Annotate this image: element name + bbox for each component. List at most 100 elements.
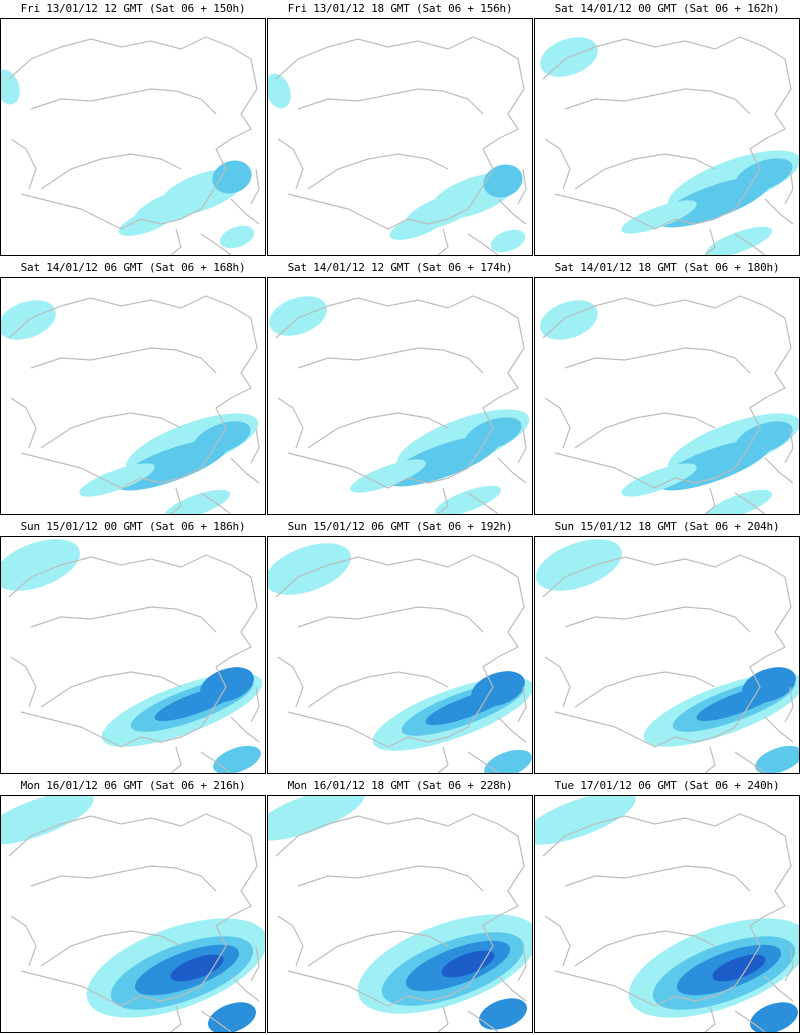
coastline-border bbox=[574, 930, 716, 967]
coastline-border bbox=[297, 88, 484, 115]
precip-area bbox=[484, 749, 532, 773]
precip-map bbox=[0, 536, 266, 774]
forecast-panel: Sun 15/01/12 06 GMT (Sat 06 + 192h) bbox=[267, 518, 533, 776]
panel-title: Mon 16/01/12 06 GMT (Sat 06 + 216h) bbox=[20, 779, 246, 792]
coastline-border bbox=[554, 970, 696, 1007]
coastline-border bbox=[287, 193, 429, 230]
precip-area bbox=[213, 745, 261, 773]
coastline-border bbox=[275, 813, 525, 1002]
panel-title: Sat 14/01/12 18 GMT (Sat 06 + 180h) bbox=[554, 261, 780, 274]
coastline-border bbox=[437, 746, 449, 773]
precip-area bbox=[269, 296, 327, 336]
precip-area bbox=[193, 421, 251, 455]
forecast-panel: Mon 16/01/12 06 GMT (Sat 06 + 216h) bbox=[0, 777, 266, 1035]
precip-area bbox=[268, 543, 351, 595]
forecast-panel: Sat 14/01/12 12 GMT (Sat 06 + 174h) bbox=[267, 259, 533, 517]
coastline-border bbox=[564, 88, 751, 115]
coastline-border bbox=[307, 412, 449, 449]
coastline-border bbox=[307, 671, 449, 708]
precip-area bbox=[621, 200, 697, 234]
coastline-border bbox=[497, 716, 527, 743]
precip-map-svg bbox=[268, 543, 532, 773]
coastline-border bbox=[170, 746, 182, 773]
precip-map-svg bbox=[269, 295, 530, 514]
coastline-border bbox=[170, 1005, 182, 1032]
precip-area bbox=[750, 1002, 798, 1032]
precip-area bbox=[483, 164, 523, 198]
coastline-border bbox=[554, 711, 696, 748]
coastline-border bbox=[20, 711, 162, 748]
coastline-border bbox=[200, 1010, 232, 1032]
coastline-border bbox=[574, 153, 716, 190]
coastline-border bbox=[467, 751, 499, 773]
coastline-border bbox=[307, 930, 449, 967]
precip-map bbox=[534, 277, 800, 515]
coastline-border bbox=[784, 427, 794, 464]
precip-area bbox=[208, 1002, 256, 1032]
coastline-border bbox=[10, 656, 37, 708]
coastline-border bbox=[554, 452, 696, 489]
precip-map bbox=[534, 536, 800, 774]
coastline-border bbox=[20, 452, 162, 489]
coastline-border bbox=[200, 233, 232, 255]
coastline-border bbox=[784, 168, 794, 205]
coastline-border bbox=[250, 168, 260, 205]
coastline-border bbox=[564, 606, 751, 633]
coastline-border bbox=[542, 295, 792, 484]
coastline-border bbox=[544, 138, 571, 190]
coastline-border bbox=[230, 716, 260, 743]
precip-area bbox=[268, 73, 291, 109]
coastline-border bbox=[544, 397, 571, 449]
precip-map bbox=[267, 795, 533, 1033]
coastline-border bbox=[497, 457, 527, 484]
coastline-border bbox=[10, 915, 37, 967]
forecast-panel: Sat 14/01/12 06 GMT (Sat 06 + 168h) bbox=[0, 259, 266, 517]
panel-title: Sat 14/01/12 12 GMT (Sat 06 + 174h) bbox=[287, 261, 513, 274]
precip-area bbox=[219, 225, 255, 249]
precip-map bbox=[0, 18, 266, 256]
coastline-border bbox=[275, 295, 525, 484]
coastline-border bbox=[20, 970, 162, 1007]
precip-area bbox=[755, 745, 799, 773]
forecast-panel: Tue 17/01/12 06 GMT (Sat 06 + 240h) bbox=[534, 777, 800, 1035]
coastline-border bbox=[734, 751, 766, 773]
panel-title: Sun 15/01/12 18 GMT (Sat 06 + 204h) bbox=[554, 520, 780, 533]
precip-area bbox=[536, 539, 622, 591]
coastline-border bbox=[704, 746, 716, 773]
precip-area bbox=[735, 421, 793, 455]
coastline-border bbox=[517, 168, 527, 205]
precip-map-svg bbox=[540, 295, 799, 514]
coastline-border bbox=[517, 686, 527, 723]
precip-area bbox=[1, 539, 80, 591]
precip-area bbox=[535, 796, 636, 845]
coastline-border bbox=[734, 492, 766, 514]
coastline-border bbox=[574, 671, 716, 708]
coastline-border bbox=[40, 412, 182, 449]
coastline-border bbox=[230, 975, 260, 1002]
coastline-border bbox=[250, 427, 260, 464]
coastline-border bbox=[30, 606, 217, 633]
coastline-border bbox=[544, 915, 571, 967]
coastline-border bbox=[277, 138, 304, 190]
coastline-border bbox=[30, 88, 217, 115]
panel-title: Sun 15/01/12 00 GMT (Sat 06 + 186h) bbox=[20, 520, 246, 533]
coastline-border bbox=[542, 813, 792, 1002]
coastline-border bbox=[764, 716, 794, 743]
precip-map-svg bbox=[268, 36, 527, 255]
coastline-border bbox=[10, 138, 37, 190]
coastline-border bbox=[170, 487, 182, 514]
forecast-panel: Fri 13/01/12 12 GMT (Sat 06 + 150h) bbox=[0, 0, 266, 258]
coastline-border bbox=[467, 1010, 499, 1032]
coastline-border bbox=[704, 1005, 716, 1032]
coastline-border bbox=[250, 945, 260, 982]
coastline-border bbox=[275, 36, 525, 225]
coastline-border bbox=[497, 198, 527, 225]
precip-map bbox=[267, 536, 533, 774]
precip-area bbox=[118, 208, 176, 236]
precip-map-svg bbox=[1, 36, 260, 255]
precip-area bbox=[490, 229, 526, 253]
precip-map bbox=[267, 18, 533, 256]
coastline-border bbox=[8, 36, 258, 225]
precip-area bbox=[163, 489, 231, 514]
coastline-border bbox=[784, 686, 794, 723]
